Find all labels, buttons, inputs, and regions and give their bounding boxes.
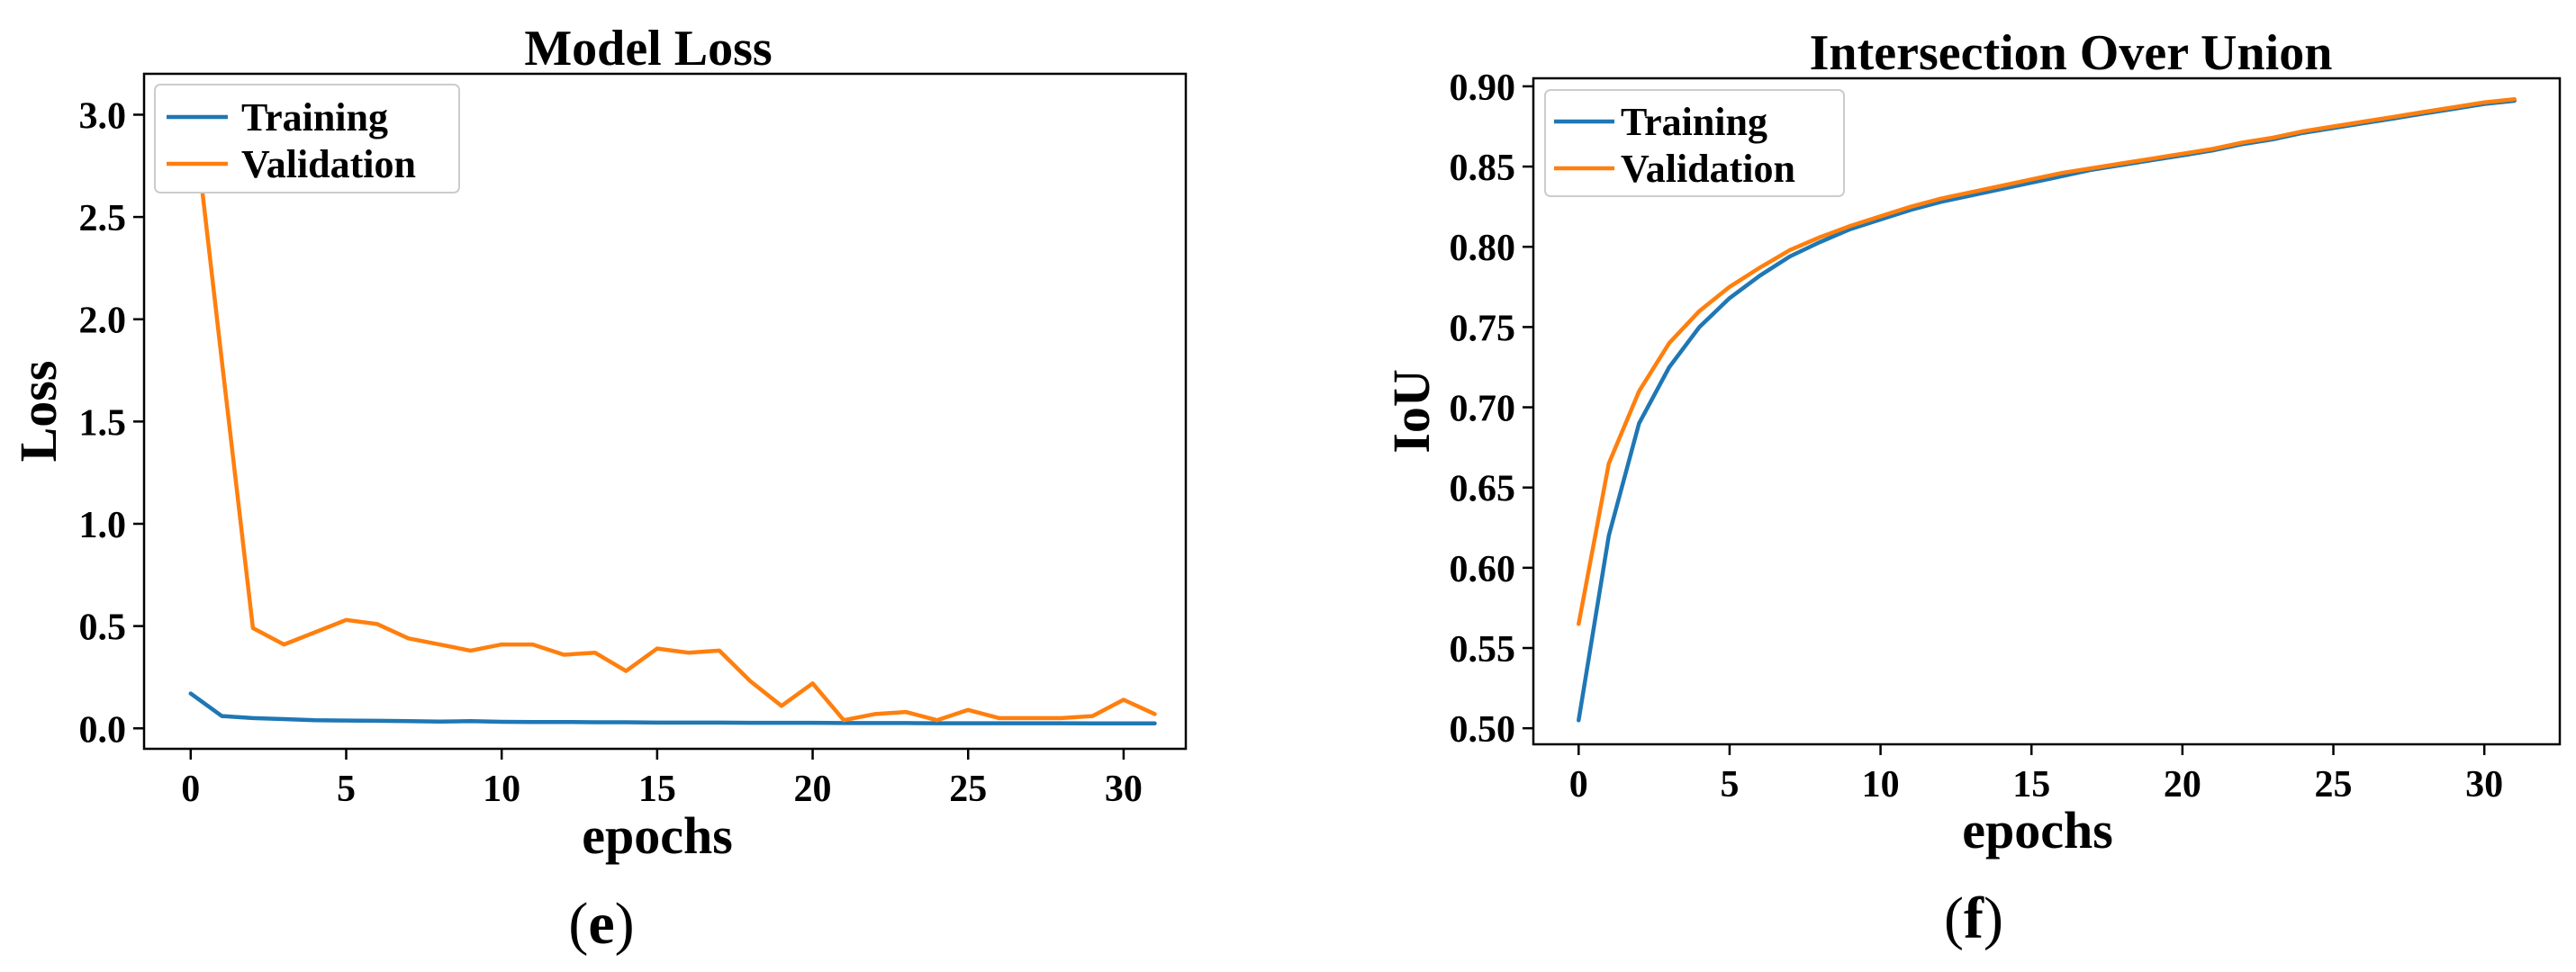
chart-intersection-over-union: Intersection Over Union 0 5 10 15 20 25 30 0.5…: [1382, 25, 2562, 951]
y-tick-label: 3.0: [79, 95, 127, 137]
y-axis: 0.0 0.5 1.0 1.5 2.0 2.5 3.0: [79, 95, 144, 751]
y-axis: 0.50 0.55 0.60 0.65 0.70 0.75 0.80 0.85 0.90: [1450, 68, 1533, 751]
legend-label-training: Training: [241, 95, 388, 140]
x-tick-label: 15: [638, 769, 676, 810]
legend-label-training: Training: [1621, 100, 1767, 144]
x-tick-label: 20: [794, 769, 832, 810]
y-tick-label: 2.0: [79, 301, 127, 342]
panel-paren-close: ): [1984, 886, 2003, 951]
y-axis-label: Loss: [9, 361, 68, 463]
panel-paren-open: (: [1944, 886, 1964, 951]
y-tick-label: 0.60: [1450, 549, 1516, 590]
y-tick-label: 0.75: [1450, 308, 1516, 349]
x-axis: 0 5 10 15 20 25 30: [181, 749, 1143, 810]
y-tick-label: 0.85: [1450, 148, 1516, 189]
y-tick-label: 1.5: [79, 402, 127, 444]
panel-paren-close: ): [615, 891, 635, 957]
legend: Training Validation: [1544, 89, 1845, 197]
y-tick-label: 2.5: [79, 198, 127, 239]
series-line-validation: [1577, 96, 2517, 626]
y-tick-label: 1.0: [79, 505, 127, 546]
series-line-validation: [188, 87, 1157, 723]
x-axis-label: epochs: [1962, 801, 2113, 860]
legend-label-validation: Validation: [1621, 147, 1795, 191]
y-tick-label: 0.90: [1450, 68, 1516, 109]
x-tick-label: 10: [1862, 764, 1900, 806]
x-tick-label: 25: [2315, 764, 2353, 806]
chart-model-loss: Model Loss 0 5 10 15 20 25 30 0.0 0.5 1.0 1.5 2.0 2…: [9, 21, 1188, 957]
x-tick-label: 0: [1569, 764, 1588, 806]
x-tick-label: 30: [1105, 769, 1143, 810]
y-tick-label: 0.70: [1450, 389, 1516, 430]
plot-frame: [1532, 76, 2562, 746]
plot-frame: [142, 72, 1188, 751]
panel-letter: e: [588, 891, 614, 957]
x-tick-label: 10: [483, 769, 520, 810]
panel-letter: f: [1964, 886, 1984, 951]
y-tick-label: 0.50: [1450, 709, 1516, 751]
y-axis-label: IoU: [1382, 369, 1441, 453]
legend-label-validation: Validation: [241, 142, 416, 186]
legend-box: [1544, 89, 1845, 197]
x-tick-label: 25: [949, 769, 987, 810]
panel-label-f: (f): [1944, 886, 2003, 951]
y-tick-label: 0.5: [79, 608, 127, 649]
x-tick-label: 30: [2465, 764, 2503, 806]
series-line-training: [188, 691, 1157, 726]
x-tick-label: 20: [2164, 764, 2201, 806]
series-group: [188, 87, 1157, 726]
x-tick-label: 0: [181, 769, 200, 810]
x-tick-label: 15: [2012, 764, 2050, 806]
chart-title: Intersection Over Union: [1810, 25, 2333, 81]
y-tick-label: 0.65: [1450, 469, 1516, 510]
series-group: [1577, 96, 2517, 723]
y-tick-label: 0.55: [1450, 629, 1516, 670]
panel-paren-open: (: [568, 891, 588, 957]
legend: Training Validation: [154, 84, 460, 194]
legend-box: [154, 84, 460, 194]
panel-label-e: (e): [568, 891, 634, 957]
x-tick-label: 5: [337, 769, 356, 810]
x-axis-label: epochs: [582, 806, 733, 865]
x-axis: 0 5 10 15 20 25 30: [1569, 744, 2503, 806]
chart-title: Model Loss: [524, 21, 772, 76]
x-tick-label: 5: [1720, 764, 1739, 806]
y-tick-label: 0.0: [79, 709, 127, 751]
y-tick-label: 0.80: [1450, 228, 1516, 269]
